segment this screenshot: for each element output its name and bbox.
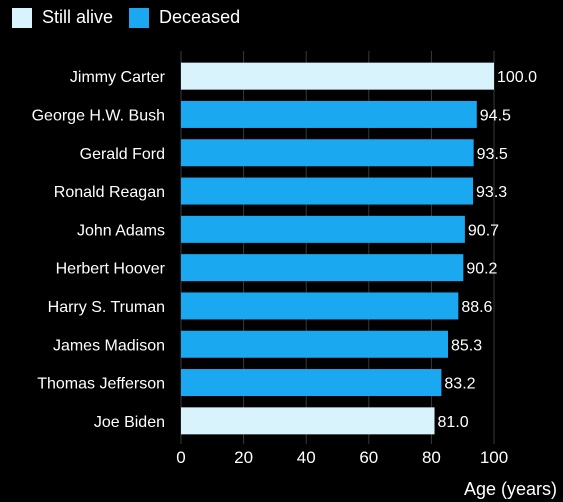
legend-swatch-deceased [129,7,150,28]
category-label: Ronald Reagan [54,184,165,201]
bar [181,292,459,320]
value-label: 93.5 [477,146,508,163]
category-label: James Madison [53,337,165,354]
value-label: 90.7 [468,222,499,239]
bar [181,215,465,243]
value-label: 94.5 [480,107,511,124]
bar [181,330,448,358]
bar [181,254,464,282]
value-label: 85.3 [451,337,482,354]
legend-swatch-still-alive [12,7,32,28]
value-label: 90.2 [466,261,497,278]
x-tick-label: 80 [422,448,441,467]
category-label: John Adams [77,222,165,239]
x-tick-label: 0 [176,448,185,467]
bar [181,407,435,435]
category-label: Herbert Hoover [56,261,166,278]
category-label: Jimmy Carter [70,69,166,86]
x-tick-label: 20 [234,448,253,467]
category-label: Gerald Ford [80,146,165,163]
bar [181,62,494,90]
value-label: 81.0 [438,414,469,431]
value-label: 83.2 [444,376,475,393]
legend-label-still-alive: Still alive [42,7,114,27]
category-label: Thomas Jefferson [37,376,165,393]
legend: Still alive Deceased [12,7,256,28]
category-label: Harry S. Truman [48,299,165,316]
category-label: George H.W. Bush [32,107,165,124]
bar [181,100,477,128]
category-label: Joe Biden [94,414,165,431]
value-label: 88.6 [461,299,492,316]
x-tick-label: 60 [359,448,378,467]
legend-label-deceased: Deceased [159,7,241,27]
x-axis-label: Age (years) [464,479,557,499]
bar [181,369,442,397]
legend-item-still-alive: Still alive [12,7,113,28]
x-tick-label: 40 [297,448,316,467]
x-tick-label: 100 [480,448,508,467]
value-label: 93.3 [476,184,507,201]
bar [181,139,474,167]
bar [181,177,474,205]
value-label: 100.0 [497,69,537,86]
legend-item-deceased: Deceased [129,7,240,28]
